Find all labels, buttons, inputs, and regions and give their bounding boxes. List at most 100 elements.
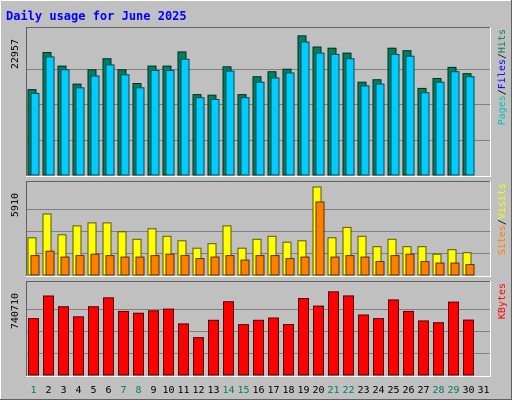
bar-sites-day-1 xyxy=(30,255,40,276)
legend-entry-pages: Pages xyxy=(497,95,508,125)
legend-entry-sites: Sites xyxy=(497,225,508,255)
bar-sites-day-10 xyxy=(165,253,175,276)
bar-sites-day-3 xyxy=(60,256,70,276)
bar-sites-day-9 xyxy=(150,255,160,276)
bar-files-day-10 xyxy=(165,70,175,176)
day-label-11: 11 xyxy=(177,385,189,396)
bar-kbytes-day-26 xyxy=(403,310,414,376)
day-label-17: 17 xyxy=(267,385,279,396)
bar-files-day-17 xyxy=(270,77,280,176)
panel-hits-max-label: 22957 xyxy=(10,39,21,69)
bar-sites-day-17 xyxy=(270,255,280,276)
chart-title: Daily usage for June 2025 xyxy=(6,9,187,23)
day-label-7: 7 xyxy=(120,385,126,396)
bar-sites-day-2 xyxy=(45,250,55,276)
bar-sites-day-6 xyxy=(105,255,115,276)
bar-kbytes-day-14 xyxy=(223,301,234,376)
bar-files-day-4 xyxy=(75,87,85,176)
day-label-25: 25 xyxy=(387,385,399,396)
bar-kbytes-day-15 xyxy=(238,324,249,376)
bar-files-day-13 xyxy=(210,99,220,176)
day-label-3: 3 xyxy=(60,385,66,396)
bar-sites-day-18 xyxy=(285,258,295,276)
bar-sites-day-19 xyxy=(300,256,310,276)
bar-sites-day-5 xyxy=(90,253,100,276)
panel-visits: 5910 Sites/Visits xyxy=(10,181,508,277)
bar-sites-day-14 xyxy=(225,255,235,276)
bar-kbytes-day-27 xyxy=(418,320,429,376)
day-label-30: 30 xyxy=(462,385,474,396)
bar-sites-day-29 xyxy=(450,262,460,276)
legend-separator: / xyxy=(497,53,508,59)
panel-hits-legend: Pages/Files/Hits xyxy=(497,29,508,125)
bar-kbytes-day-22 xyxy=(343,295,354,376)
bar-files-day-24 xyxy=(375,83,385,176)
bar-kbytes-day-12 xyxy=(193,337,204,376)
bar-kbytes-day-7 xyxy=(118,310,129,376)
bar-files-day-11 xyxy=(180,58,190,176)
panel-kbytes-legend: KBytes xyxy=(497,283,508,319)
day-label-2: 2 xyxy=(45,385,51,396)
day-label-29: 29 xyxy=(447,385,459,396)
bar-kbytes-day-1 xyxy=(28,318,39,376)
bar-files-day-25 xyxy=(390,53,400,176)
bar-kbytes-day-2 xyxy=(43,295,54,376)
day-label-19: 19 xyxy=(297,385,309,396)
bar-kbytes-day-9 xyxy=(148,310,159,376)
day-label-18: 18 xyxy=(282,385,294,396)
legend-entry-kbytes: KBytes xyxy=(497,283,508,319)
bar-kbytes-day-3 xyxy=(58,306,69,376)
bar-kbytes-day-13 xyxy=(208,319,219,376)
bar-sites-day-20 xyxy=(315,201,325,276)
day-label-10: 10 xyxy=(162,385,174,396)
bar-sites-day-26 xyxy=(405,253,415,276)
bar-files-day-8 xyxy=(135,87,145,176)
bar-sites-day-4 xyxy=(75,255,85,276)
bar-files-day-20 xyxy=(315,52,325,176)
day-label-31: 31 xyxy=(477,385,489,396)
bar-kbytes-day-18 xyxy=(283,324,294,376)
bar-files-day-21 xyxy=(330,53,340,176)
day-label-23: 23 xyxy=(357,385,369,396)
bar-files-day-28 xyxy=(435,81,445,176)
day-label-26: 26 xyxy=(402,385,414,396)
bar-files-day-3 xyxy=(60,69,70,176)
bar-kbytes-day-16 xyxy=(253,319,264,376)
bar-kbytes-day-5 xyxy=(88,306,99,376)
bar-files-day-5 xyxy=(90,75,100,176)
bar-kbytes-day-20 xyxy=(313,305,324,376)
day-labels: 1 2 3 4 5 6 7 8 9 10 11 12 13 14 15 16 17 18 19 20 21 22 23 24 2… xyxy=(30,385,489,396)
bar-files-day-30 xyxy=(465,76,475,176)
bar-sites-day-7 xyxy=(120,256,130,276)
legend-separator: / xyxy=(497,89,508,95)
bar-kbytes-day-23 xyxy=(358,314,369,376)
bar-sites-day-24 xyxy=(375,261,385,276)
bar-kbytes-day-30 xyxy=(463,319,474,376)
bar-sites-day-25 xyxy=(390,255,400,276)
panel-visits-legend: Sites/Visits xyxy=(497,183,508,255)
bar-sites-day-8 xyxy=(135,256,145,276)
day-label-20: 20 xyxy=(312,385,324,396)
bar-sites-day-28 xyxy=(435,262,445,276)
day-label-1: 1 xyxy=(30,385,36,396)
panel-kbytes-max-label: 740710 xyxy=(10,293,21,329)
day-label-9: 9 xyxy=(150,385,156,396)
bar-files-day-7 xyxy=(120,74,130,176)
bar-files-day-18 xyxy=(285,72,295,176)
bar-kbytes-day-25 xyxy=(388,299,399,376)
bar-kbytes-day-4 xyxy=(73,316,84,376)
bar-files-day-14 xyxy=(225,70,235,176)
bar-files-day-27 xyxy=(420,92,430,176)
bar-sites-day-13 xyxy=(210,256,220,276)
day-label-5: 5 xyxy=(90,385,96,396)
bar-files-day-9 xyxy=(150,70,160,176)
bar-files-day-12 xyxy=(195,97,205,176)
bar-sites-day-16 xyxy=(255,255,265,276)
bar-sites-day-22 xyxy=(345,255,355,276)
legend-entry-visits: Visits xyxy=(497,183,508,219)
day-label-15: 15 xyxy=(237,385,249,396)
bar-files-day-2 xyxy=(45,56,55,176)
bar-kbytes-day-6 xyxy=(103,297,114,376)
bar-kbytes-day-8 xyxy=(133,312,144,376)
